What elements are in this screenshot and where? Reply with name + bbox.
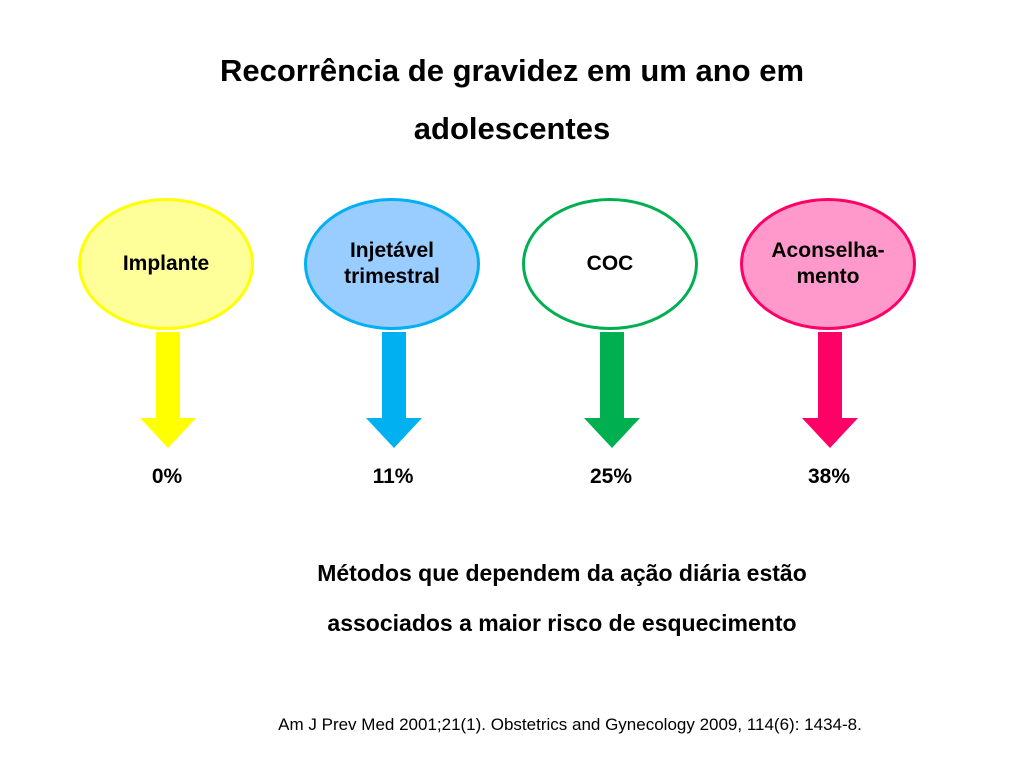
method-label: Aconselha- mento — [771, 239, 885, 288]
method-label: Injetável trimestral — [344, 239, 440, 288]
reference-citation: Am J Prev Med 2001;21(1). Obstetrics and… — [278, 715, 862, 734]
method-label: COC — [586, 252, 634, 275]
method-bubble: COC — [522, 198, 698, 330]
method-percent: 25% — [589, 465, 633, 488]
slide-title: Recorrência de gravidez em um ano em ado… — [112, 42, 912, 158]
method-percent: 0% — [151, 465, 183, 488]
down-arrow-icon — [802, 332, 858, 448]
conclusion-line-2: associados a maior risco de esquecimento — [327, 610, 797, 636]
method-implante: Implante 0% — [72, 196, 262, 496]
method-label: Implante — [122, 252, 210, 275]
title-line-2: adolescentes — [413, 111, 611, 146]
method-bubble: Implante — [78, 198, 254, 330]
method-injetavel-trimestral: Injetável trimestral 11% — [298, 196, 488, 496]
conclusion-line-1: Métodos que dependem da ação diária estã… — [317, 560, 807, 586]
method-coc: COC 25% — [516, 196, 706, 496]
down-arrow-icon — [366, 332, 422, 448]
method-bubble: Aconselha- mento — [740, 198, 916, 330]
down-arrow-icon — [584, 332, 640, 448]
down-arrow-icon — [140, 332, 196, 448]
method-aconselhamento: Aconselha- mento 38% — [734, 196, 924, 496]
title-line-1: Recorrência de gravidez em um ano em — [219, 53, 805, 88]
conclusion-text: Métodos que dependem da ação diária estã… — [212, 548, 912, 648]
method-percent: 11% — [372, 465, 414, 488]
method-bubble: Injetável trimestral — [304, 198, 480, 330]
method-percent: 38% — [807, 465, 851, 488]
